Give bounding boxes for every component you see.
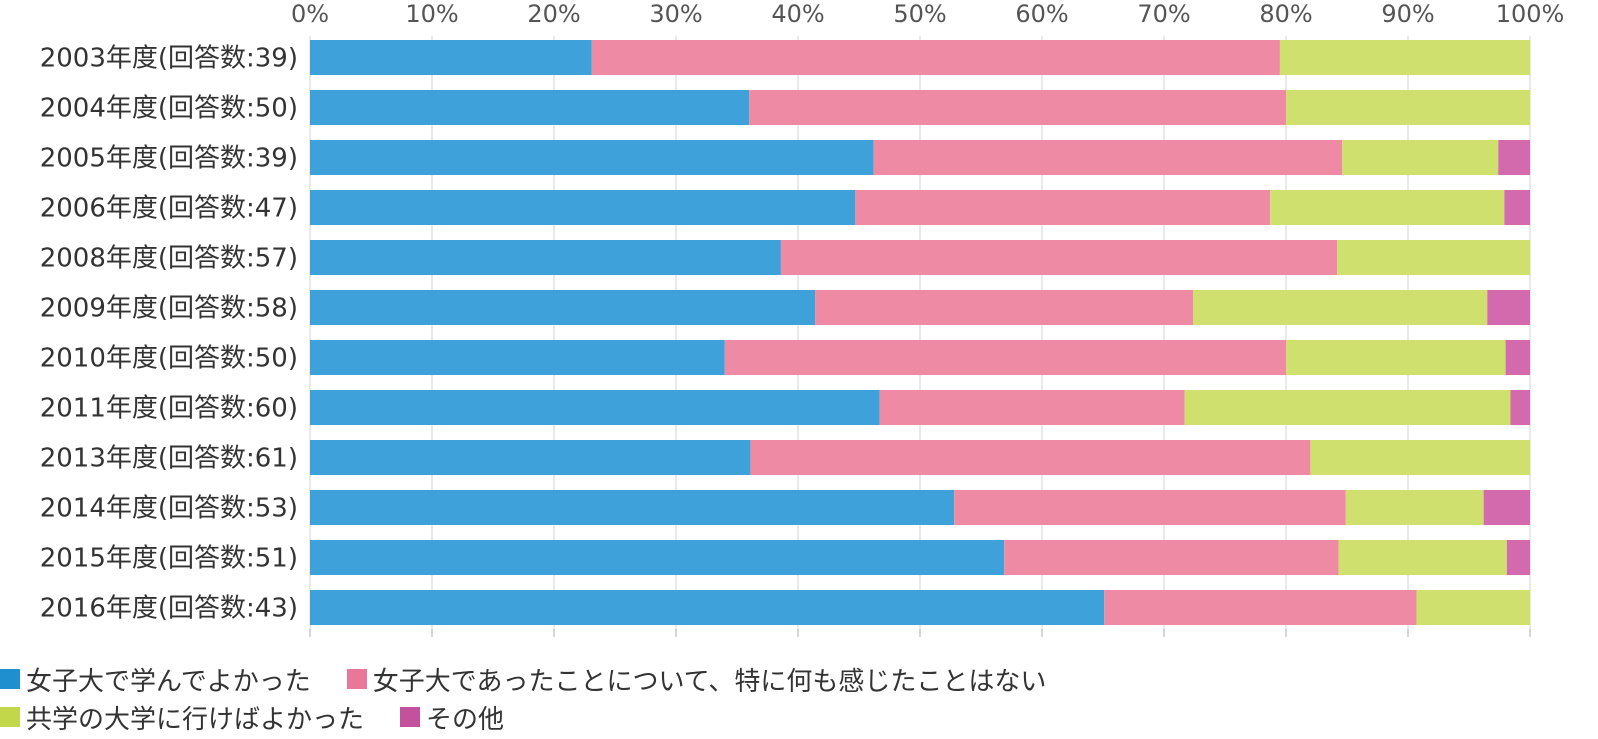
bar-segment-2005-s4	[1498, 140, 1530, 175]
bar-segment-2006-s2	[855, 190, 1271, 225]
x-tick-label: 0%	[291, 0, 329, 28]
bar-segment-2014-s1	[310, 490, 955, 525]
legend-swatch-no-feeling	[346, 669, 367, 689]
bar-segment-2010-s2	[724, 340, 1286, 375]
bar-segment-2008-s2	[780, 240, 1338, 275]
bar-segment-2015-s3	[1338, 540, 1507, 575]
bar-segment-2008-s1	[310, 240, 781, 275]
category-label: 2011年度(回答数:60)	[40, 394, 298, 424]
bar-segment-2009-s1	[310, 290, 816, 325]
bar-segment-2010-s3	[1286, 340, 1506, 375]
bar-segment-2015-s2	[1004, 540, 1339, 575]
bar-segment-2014-s4	[1483, 490, 1530, 525]
category-label: 2016年度(回答数:43)	[40, 594, 298, 624]
category-label: 2006年度(回答数:47)	[40, 194, 298, 224]
bar-segment-2009-s2	[815, 290, 1194, 325]
bar-segment-2009-s4	[1487, 290, 1530, 325]
category-label: 2013年度(回答数:61)	[40, 444, 298, 474]
bar-segment-2011-s4	[1510, 390, 1530, 425]
legend-label-no-feeling: 女子大であったことについて、特に何も感じたことはない	[372, 666, 1047, 697]
bar-segment-2009-s3	[1193, 290, 1488, 325]
legend-item-enjoyed: 女子大で学んでよかった	[0, 661, 311, 698]
legend-label-coed-better: 共学の大学に行けばよかった	[26, 704, 365, 735]
bar-segment-2010-s1	[310, 340, 725, 375]
legend-label-other: その他	[426, 704, 505, 735]
stacked-bar-chart: 0% 10% 20% 30% 40% 50% 60% 70% 80% 90% 100% 2003年度…	[40, 0, 1564, 637]
category-label: 2014年度(回答数:53)	[40, 494, 298, 524]
bar-segment-2011-s2	[879, 390, 1185, 425]
bar-segment-2005-s2	[873, 140, 1343, 175]
legend-row-1: 女子大で学んでよかった 女子大であったことについて、特に何も感じたことはない	[0, 660, 1598, 698]
x-tick-label: 20%	[527, 0, 580, 28]
legend-swatch-enjoyed	[0, 669, 20, 689]
bar-segment-2016-s1	[310, 590, 1105, 625]
bar-segment-2006-s3	[1270, 190, 1505, 225]
bar-segment-2013-s1	[310, 440, 751, 475]
bar-segment-2015-s4	[1506, 540, 1530, 575]
category-label: 2008年度(回答数:57)	[40, 244, 298, 274]
x-tick-label: 40%	[771, 0, 824, 28]
x-tick-label: 60%	[1015, 0, 1068, 28]
bar-segment-2006-s1	[310, 190, 856, 225]
bar-segment-2010-s4	[1505, 340, 1530, 375]
bar-segment-2008-s3	[1337, 240, 1530, 275]
bar-segment-2004-s1	[310, 90, 750, 125]
legend-item-no-feeling: 女子大であったことについて、特に何も感じたことはない	[346, 661, 1047, 698]
x-tick-label: 90%	[1381, 0, 1434, 28]
x-tick-label: 80%	[1259, 0, 1312, 28]
bar-segment-2006-s4	[1504, 190, 1530, 225]
bar-segment-2015-s1	[310, 540, 1005, 575]
legend-item-other: その他	[400, 699, 504, 736]
bar-segment-2003-s3	[1279, 40, 1530, 75]
category-label: 2003年度(回答数:39)	[40, 44, 298, 74]
bar-segment-2003-s1	[310, 40, 592, 75]
bar-segment-2014-s2	[954, 490, 1346, 525]
category-label: 2015年度(回答数:51)	[40, 544, 298, 574]
category-label: 2010年度(回答数:50)	[40, 344, 298, 374]
bar-segment-2014-s3	[1345, 490, 1484, 525]
x-tick-label: 50%	[893, 0, 946, 28]
legend-label-enjoyed: 女子大で学んでよかった	[26, 666, 311, 697]
x-tick-label: 70%	[1137, 0, 1190, 28]
x-tick-label: 10%	[405, 0, 458, 28]
grid-lines	[309, 36, 1531, 637]
bar-segment-2013-s3	[1310, 440, 1530, 475]
bar-segment-2013-s2	[750, 440, 1311, 475]
category-label: 2005年度(回答数:39)	[40, 144, 298, 174]
bar-segment-2011-s1	[310, 390, 880, 425]
bar-segment-2016-s3	[1416, 590, 1530, 625]
x-tick-label: 100%	[1496, 0, 1565, 28]
bar-segments	[310, 40, 1530, 625]
bar-segment-2004-s2	[749, 90, 1286, 125]
category-label: 2004年度(回答数:50)	[40, 94, 298, 124]
bar-segment-2004-s3	[1286, 90, 1530, 125]
x-axis-tick-labels: 0% 10% 20% 30% 40% 50% 60% 70% 80% 90% 100%	[291, 0, 1564, 28]
legend-swatch-other	[400, 707, 421, 727]
legend-row-2: 共学の大学に行けばよかった その他	[0, 698, 1598, 736]
bar-segment-2003-s2	[591, 40, 1280, 75]
bar-segment-2011-s3	[1184, 390, 1511, 425]
bar-segment-2005-s3	[1342, 140, 1499, 175]
bar-segment-2005-s1	[310, 140, 874, 175]
chart-legend: 女子大で学んでよかった 女子大であったことについて、特に何も感じたことはない 共…	[0, 660, 1598, 739]
legend-item-coed-better: 共学の大学に行けばよかった	[0, 699, 364, 736]
x-tick-label: 30%	[649, 0, 702, 28]
category-label: 2009年度(回答数:58)	[40, 294, 298, 324]
category-labels: 2003年度(回答数:39) 2004年度(回答数:50) 2005年度(回答数:3…	[40, 44, 298, 624]
legend-swatch-coed-better	[0, 707, 20, 727]
bar-segment-2016-s2	[1104, 590, 1417, 625]
